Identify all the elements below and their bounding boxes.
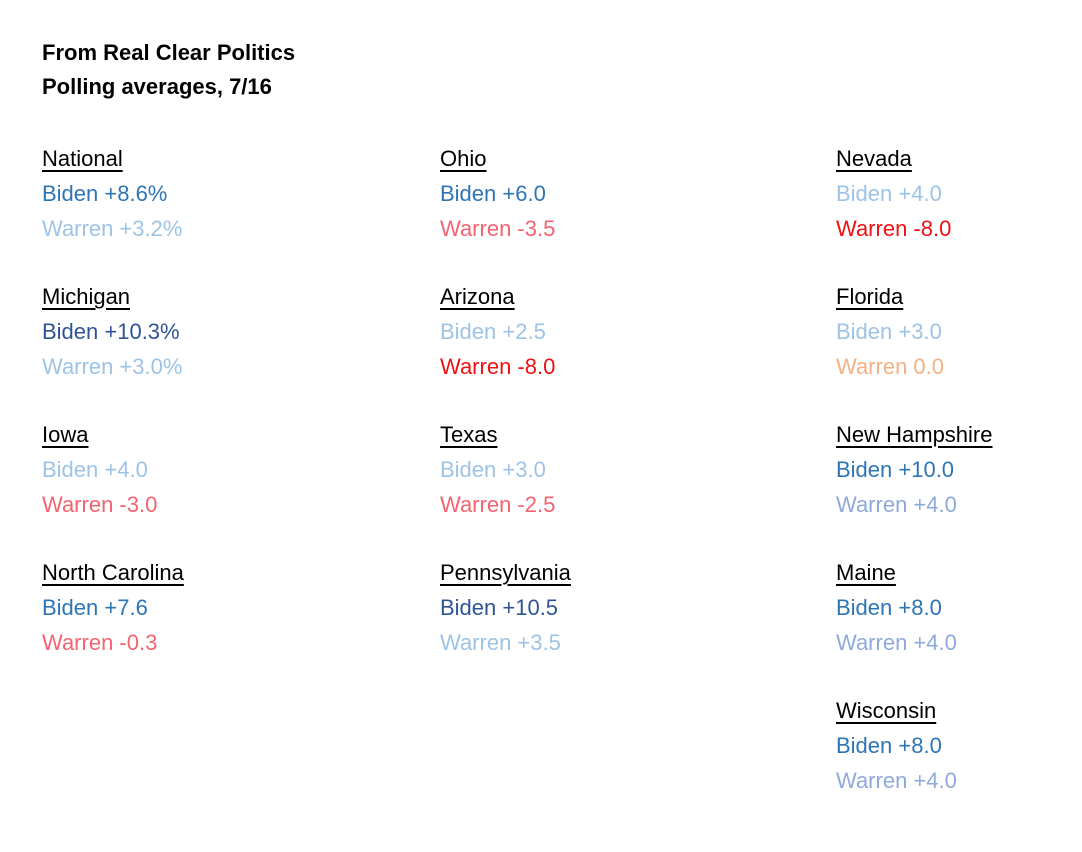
biden-poll-line: Biden +8.0 <box>836 733 942 758</box>
warren-poll-line: Warren -2.5 <box>440 492 556 517</box>
state-poll-block: Texas Biden +3.0 Warren -2.5 <box>440 417 800 522</box>
state-poll-block: Pennsylvania Biden +10.5 Warren +3.5 <box>440 555 800 660</box>
biden-poll-line: Biden +3.0 <box>836 319 942 344</box>
state-poll-block: Maine Biden +8.0 Warren +4.0 <box>836 555 1082 660</box>
header-source-line: From Real Clear Politics <box>42 40 296 65</box>
warren-poll-line: Warren +3.5 <box>440 630 561 655</box>
warren-poll-line: Warren +4.0 <box>836 492 957 517</box>
state-poll-block: Iowa Biden +4.0 Warren -3.0 <box>42 417 402 522</box>
state-name: Maine <box>836 560 896 585</box>
warren-poll-line: Warren -8.0 <box>440 354 556 379</box>
poll-column-right: Nevada Biden +4.0 Warren -8.0 Florida Bi… <box>836 141 1082 831</box>
biden-poll-line: Biden +10.3% <box>42 319 180 344</box>
state-name: Arizona <box>440 284 515 309</box>
state-name: National <box>42 146 123 171</box>
biden-poll-line: Biden +7.6 <box>42 595 148 620</box>
state-poll-block: National Biden +8.6% Warren +3.2% <box>42 141 402 246</box>
state-name: Iowa <box>42 422 89 447</box>
biden-poll-line: Biden +6.0 <box>440 181 546 206</box>
state-name: Pennsylvania <box>440 560 571 585</box>
biden-poll-line: Biden +10.0 <box>836 457 955 482</box>
biden-poll-line: Biden +8.0 <box>836 595 942 620</box>
warren-poll-line: Warren -8.0 <box>836 216 952 241</box>
header-date-line: Polling averages, 7/16 <box>42 74 272 99</box>
warren-poll-line: Warren +3.0% <box>42 354 183 379</box>
biden-poll-line: Biden +8.6% <box>42 181 168 206</box>
state-poll-block: North Carolina Biden +7.6 Warren -0.3 <box>42 555 402 660</box>
state-name: New Hampshire <box>836 422 993 447</box>
warren-poll-line: Warren +4.0 <box>836 630 957 655</box>
state-name: Ohio <box>440 146 487 171</box>
biden-poll-line: Biden +2.5 <box>440 319 546 344</box>
state-poll-block: Ohio Biden +6.0 Warren -3.5 <box>440 141 800 246</box>
state-poll-block: Wisconsin Biden +8.0 Warren +4.0 <box>836 693 1082 798</box>
warren-poll-line: Warren +4.0 <box>836 768 957 793</box>
poll-column-middle: Ohio Biden +6.0 Warren -3.5 Arizona Bide… <box>440 141 800 693</box>
state-poll-block: Florida Biden +3.0 Warren 0.0 <box>836 279 1082 384</box>
warren-poll-line: Warren +3.2% <box>42 216 183 241</box>
state-poll-block: Arizona Biden +2.5 Warren -8.0 <box>440 279 800 384</box>
state-name: Florida <box>836 284 904 309</box>
warren-poll-line: Warren -3.0 <box>42 492 158 517</box>
warren-poll-line: Warren -0.3 <box>42 630 158 655</box>
biden-poll-line: Biden +10.5 <box>440 595 559 620</box>
poll-column-left: National Biden +8.6% Warren +3.2% Michig… <box>42 141 402 693</box>
warren-poll-line: Warren 0.0 <box>836 354 945 379</box>
warren-poll-line: Warren -3.5 <box>440 216 556 241</box>
state-name: Wisconsin <box>836 698 937 723</box>
state-poll-block: Michigan Biden +10.3% Warren +3.0% <box>42 279 402 384</box>
state-name: Texas <box>440 422 498 447</box>
state-poll-block: Nevada Biden +4.0 Warren -8.0 <box>836 141 1082 246</box>
biden-poll-line: Biden +3.0 <box>440 457 546 482</box>
state-name: Nevada <box>836 146 912 171</box>
state-poll-block: New Hampshire Biden +10.0 Warren +4.0 <box>836 417 1082 522</box>
biden-poll-line: Biden +4.0 <box>836 181 942 206</box>
state-name: Michigan <box>42 284 131 309</box>
slide-header: From Real Clear Politics Polling average… <box>42 36 295 104</box>
state-name: North Carolina <box>42 560 184 585</box>
biden-poll-line: Biden +4.0 <box>42 457 148 482</box>
